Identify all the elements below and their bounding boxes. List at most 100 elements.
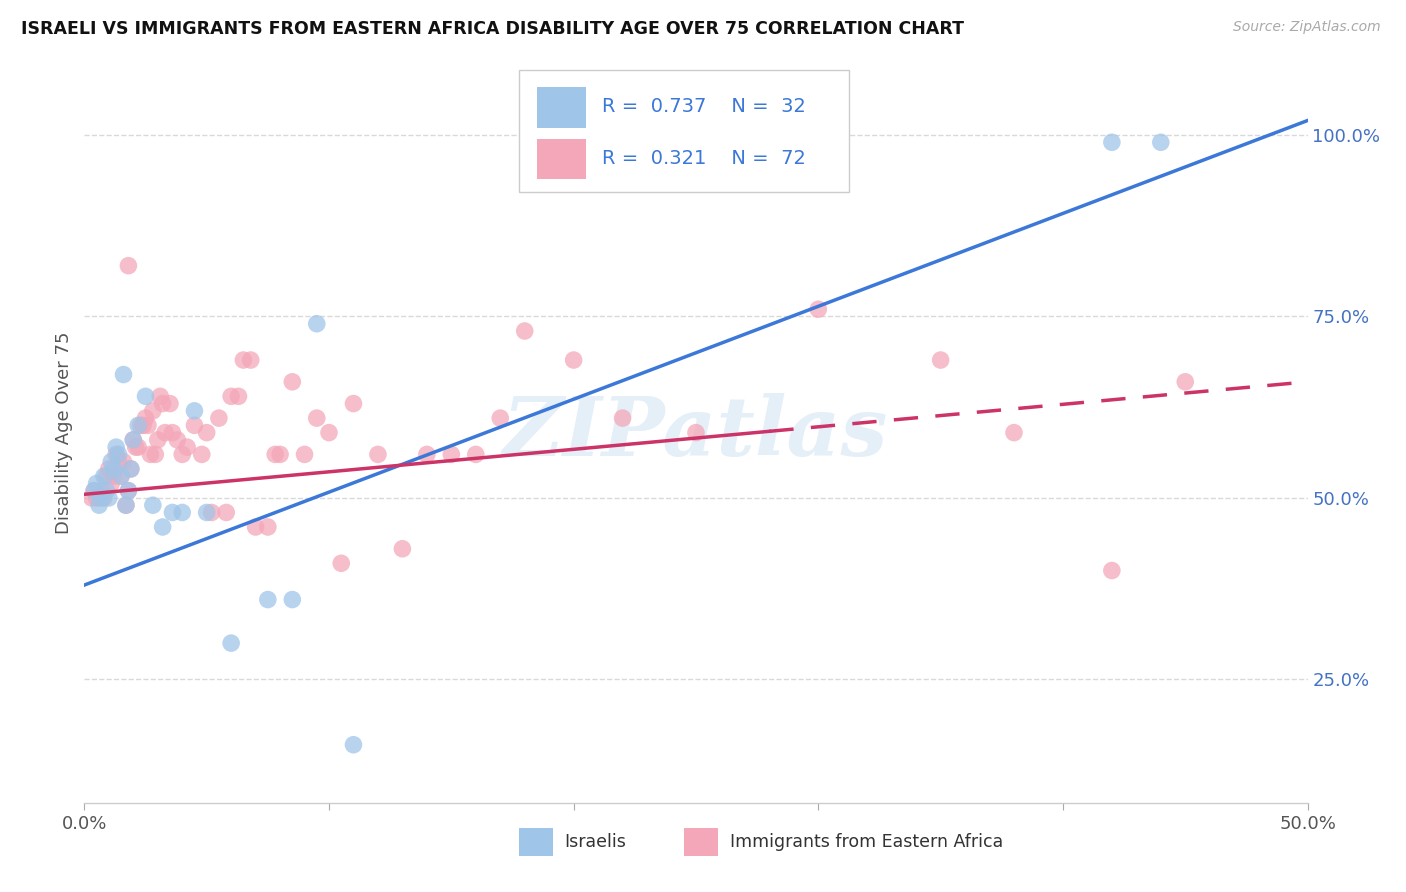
Point [120,462,142,476]
Point [127,440,149,454]
Point [87,491,110,505]
Point [110,469,132,483]
Point [281,375,304,389]
Point [115,498,138,512]
Point [139,447,162,461]
Point [107,455,129,469]
Point [80,491,103,505]
Point [807,302,830,317]
Point [232,353,254,368]
Point [183,418,205,433]
Bar [537,87,586,128]
Point [135,411,157,425]
Point [1101,564,1123,578]
Point [146,433,169,447]
Point [1101,136,1123,150]
Point [1150,136,1173,150]
Text: R =  0.737    N =  32: R = 0.737 N = 32 [602,97,806,116]
Point [143,447,166,461]
Point [86,491,108,505]
Point [97,462,120,476]
Point [103,469,125,483]
Point [281,592,304,607]
Point [166,433,188,447]
Point [152,396,174,410]
Point [1002,425,1025,440]
Point [127,418,149,433]
Point [257,592,280,607]
Point [86,476,108,491]
Point [391,541,413,556]
Point [125,440,148,454]
Point [96,469,118,483]
Text: ISRAELI VS IMMIGRANTS FROM EASTERN AFRICA DISABILITY AGE OVER 75 CORRELATION CHA: ISRAELI VS IMMIGRANTS FROM EASTERN AFRIC… [21,20,965,37]
Point [159,396,181,410]
Point [112,455,135,469]
Point [110,469,132,483]
Point [219,389,242,403]
Point [562,353,585,368]
Point [132,418,155,433]
Point [367,447,389,461]
Point [208,411,231,425]
Point [112,368,135,382]
Point [264,447,287,461]
Point [149,389,172,403]
Point [685,425,707,440]
Point [100,476,122,491]
Point [142,498,165,512]
Point [117,483,139,498]
Text: R =  0.321    N =  72: R = 0.321 N = 72 [602,149,806,169]
Text: Israelis: Israelis [564,833,626,851]
Point [172,506,194,520]
Bar [519,828,553,856]
Point [122,433,145,447]
Point [239,353,262,368]
Point [305,411,328,425]
Point [105,447,128,461]
Point [294,447,316,461]
Point [87,498,110,512]
Point [93,491,115,505]
Bar [683,828,718,856]
Point [257,520,280,534]
Point [245,520,267,534]
Point [105,440,128,454]
Point [135,389,157,403]
Point [228,389,250,403]
Point [440,447,463,461]
Point [117,483,139,498]
Point [162,425,184,440]
Point [107,447,129,461]
Point [215,506,238,520]
Point [97,491,120,505]
Point [489,411,512,425]
Point [117,259,139,273]
Point [152,520,174,534]
Point [219,636,242,650]
Point [83,483,105,498]
Point [269,447,291,461]
Text: Source: ZipAtlas.com: Source: ZipAtlas.com [1233,20,1381,34]
Point [513,324,536,338]
Point [96,483,118,498]
Point [90,491,112,505]
Point [100,455,122,469]
Point [195,425,218,440]
Point [464,447,486,461]
Point [200,506,222,520]
Point [612,411,634,425]
Bar [537,138,586,179]
Point [191,447,214,461]
Point [318,425,340,440]
Text: ZIPatlas: ZIPatlas [503,392,889,473]
Point [342,738,364,752]
Point [416,447,439,461]
Point [305,317,328,331]
FancyBboxPatch shape [519,70,849,192]
Point [115,498,138,512]
Point [153,425,176,440]
Point [342,396,364,410]
Point [90,483,112,498]
Point [176,440,198,454]
